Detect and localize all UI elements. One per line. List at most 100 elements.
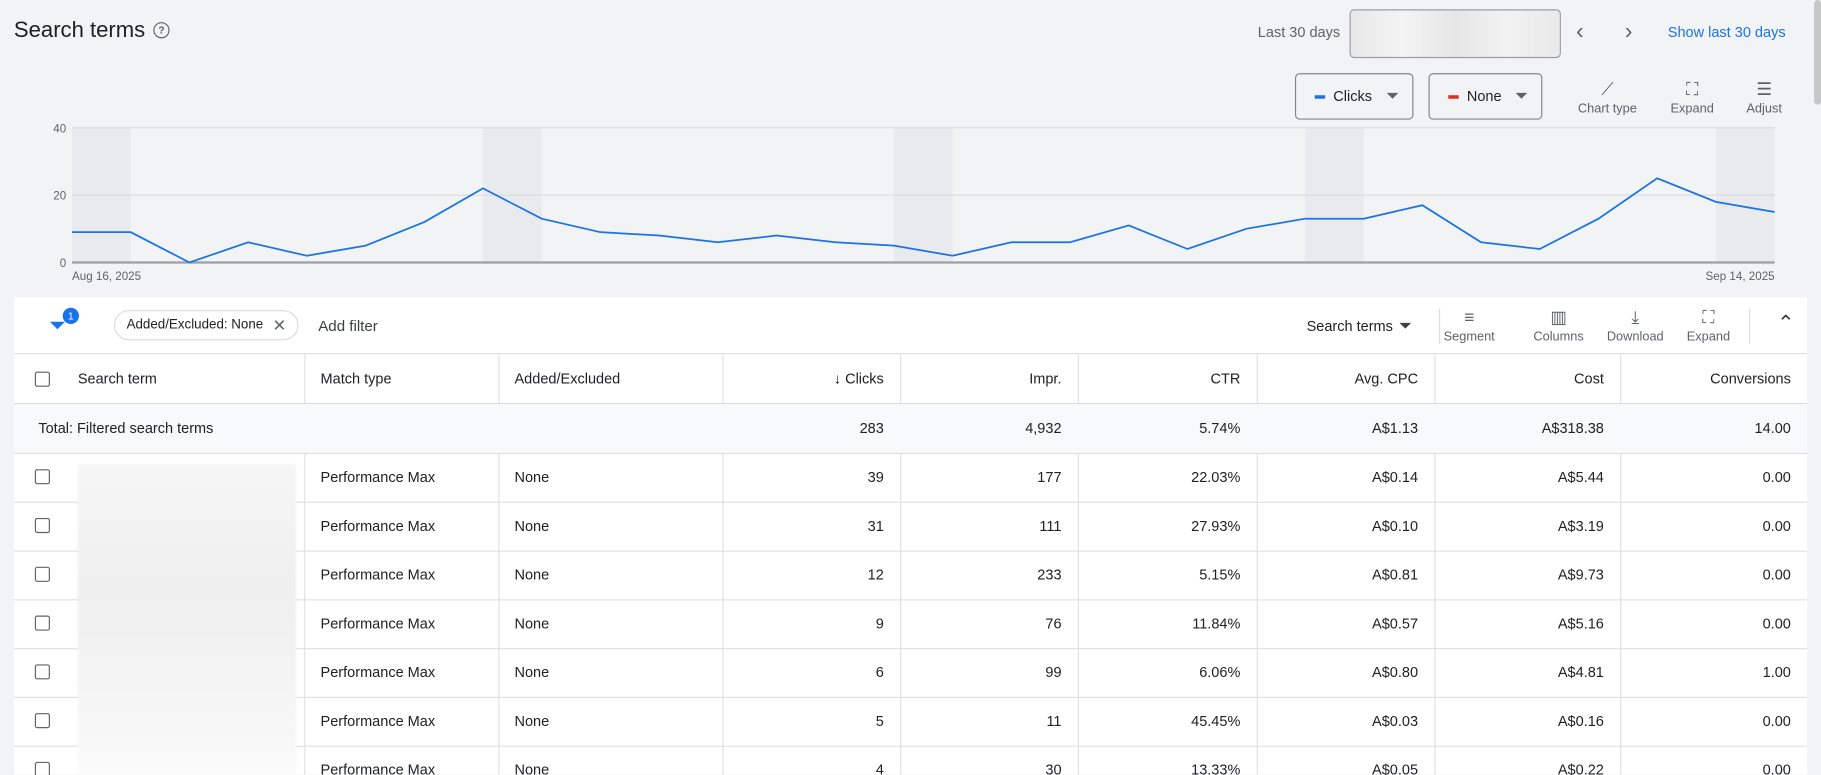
column-header-impr[interactable]: Impr. [900,370,1061,386]
cpc-cell: A$0.81 [1372,566,1419,584]
metric1-swatch [1314,94,1326,99]
close-icon[interactable]: ✕ [272,315,287,334]
match-type-cell: Performance Max [320,615,436,632]
conv-cell: 0.00 [1762,517,1791,535]
adjust-label: Adjust [1746,102,1782,117]
row-checkbox[interactable] [34,713,50,729]
expand-icon: ⛶ [1702,307,1715,328]
caret-down-icon [1399,322,1412,335]
expand-label: Expand [1670,102,1714,117]
column-divider [900,354,902,775]
help-icon[interactable]: ? [153,22,170,39]
table-row[interactable]: Performance Max None 39 177 22.03% A$0.14 A$5.… [14,453,1807,502]
metric1-label: Clicks [1333,88,1373,105]
select-all-checkbox[interactable] [34,371,50,387]
column-header-clicks[interactable]: ↓ Clicks [722,370,884,387]
total-ctr: 5.74% [1199,420,1241,437]
column-header-label: Conversions [1710,370,1791,387]
divider [13,452,1808,455]
added-excluded-cell: None [514,664,550,681]
column-header-conversions[interactable]: Conversions [1620,370,1791,386]
table-row[interactable]: Performance Max None 5 11 45.45% A$0.03 A$0.16… [14,697,1807,746]
column-header-avg-cpc[interactable]: Avg. CPC [1257,370,1418,386]
row-checkbox[interactable] [34,469,50,485]
adjust-button[interactable]: ☰ Adjust [1739,79,1790,116]
column-header-search-term[interactable]: Search term [78,370,157,386]
previous-period-icon[interactable]: ‹ [1576,18,1584,45]
download-button[interactable]: ⤓ Download [1589,307,1682,344]
total-label: Total: Filtered search terms [38,420,214,437]
columns-label: Columns [1533,329,1584,344]
chart-type-button[interactable]: ⟋ Chart type [1570,79,1644,116]
added-excluded-cell: None [514,615,550,632]
expand-icon: ⛶ [1686,80,1699,100]
table-row[interactable]: Performance Max None 6 99 6.06% A$0.80 A$4.81 1… [14,648,1807,697]
clicks-cell: 39 [867,469,884,486]
column-header-added-excluded[interactable]: Added/Excluded [515,370,621,386]
row-checkbox[interactable] [34,615,50,631]
clicks-cell: 5 [875,713,884,730]
table-row[interactable]: Performance Max None 12 233 5.15% A$0.81 A$9.7… [14,551,1807,600]
total-cpc: A$1.13 [1372,420,1419,437]
column-header-label: Impr. [1029,370,1062,387]
divider [13,501,1808,503]
caret-down-icon [1386,92,1399,105]
metric1-dropdown[interactable]: Clicks [1294,73,1414,120]
clicks-cell: 4 [875,761,884,775]
cost-cell: A$3.19 [1557,517,1604,535]
column-divider [1077,354,1079,775]
cost-cell: A$9.73 [1557,566,1604,584]
segment-icon: ≡ [1464,307,1475,328]
chart-expand-button[interactable]: ⛶ Expand [1667,79,1718,116]
table-row[interactable]: Performance Max None 31 111 27.93% A$0.10 A$3.… [14,502,1807,551]
column-header-ctr[interactable]: CTR [1078,370,1241,386]
column-header-label: Cost [1574,370,1604,387]
row-checkbox[interactable] [34,566,50,582]
date-range-label: Last 30 days [1257,24,1341,41]
clicks-line-chart: 0 20 40 Aug 16, 2025 Sep 14, 2025 [53,122,1775,283]
column-header-cost[interactable]: Cost [1434,370,1604,386]
table-row[interactable]: Performance Max None 4 30 13.33% A$0.05 A$0.22… [14,746,1807,775]
ctr-cell: 45.45% [1191,713,1241,730]
show-last-30-days-link[interactable]: Show last 30 days [1667,24,1786,41]
scrollbar[interactable] [1814,0,1821,105]
ctr-cell: 22.03% [1191,469,1241,486]
filter-chip[interactable]: Added/Excluded: None ✕ [113,310,299,341]
add-filter-button[interactable]: Add filter [318,317,378,335]
table-row[interactable]: Performance Max None 9 76 11.84% A$0.57 A$5.16… [14,599,1807,648]
impr-cell: 177 [1037,469,1062,486]
cost-cell: A$0.22 [1557,761,1604,775]
cpc-cell: A$0.03 [1372,713,1419,730]
column-header-match-type[interactable]: Match type [321,370,392,386]
segment-button[interactable]: ≡ Segment [1423,307,1516,344]
download-label: Download [1606,329,1664,344]
metric2-dropdown[interactable]: None [1428,73,1543,120]
view-select[interactable]: Search terms [1307,317,1412,334]
cost-cell: A$5.44 [1557,469,1604,486]
match-type-cell: Performance Max [320,664,436,681]
table-expand-button[interactable]: ⛶ Expand [1662,307,1755,344]
row-checkbox[interactable] [34,517,50,534]
match-type-cell: Performance Max [320,517,436,535]
impr-cell: 233 [1037,566,1062,584]
match-type-cell: Performance Max [320,713,436,730]
columns-button[interactable]: ▥ Columns [1512,307,1605,344]
row-checkbox[interactable] [34,761,50,775]
column-header-label: CTR [1210,370,1241,387]
expand-label: Expand [1686,329,1731,344]
column-divider [1434,354,1436,775]
clicks-series-line [72,177,1775,264]
added-excluded-cell: None [514,713,550,730]
row-checkbox[interactable] [34,664,50,680]
filter-icon[interactable]: ⏷ [48,313,66,337]
collapse-chevron-icon[interactable]: ⌃ [1776,311,1795,335]
y-tick-label: 20 [53,190,66,203]
x-start-label: Aug 16, 2025 [72,270,141,283]
chart-type-label: Chart type [1577,102,1637,117]
columns-icon: ▥ [1550,307,1567,328]
next-period-icon[interactable]: › [1624,18,1633,45]
match-type-cell: Performance Max [320,566,436,584]
cpc-cell: A$0.80 [1372,664,1419,681]
sort-arrow-icon: ↓ [833,370,846,387]
date-range-picker[interactable] [1349,9,1561,59]
